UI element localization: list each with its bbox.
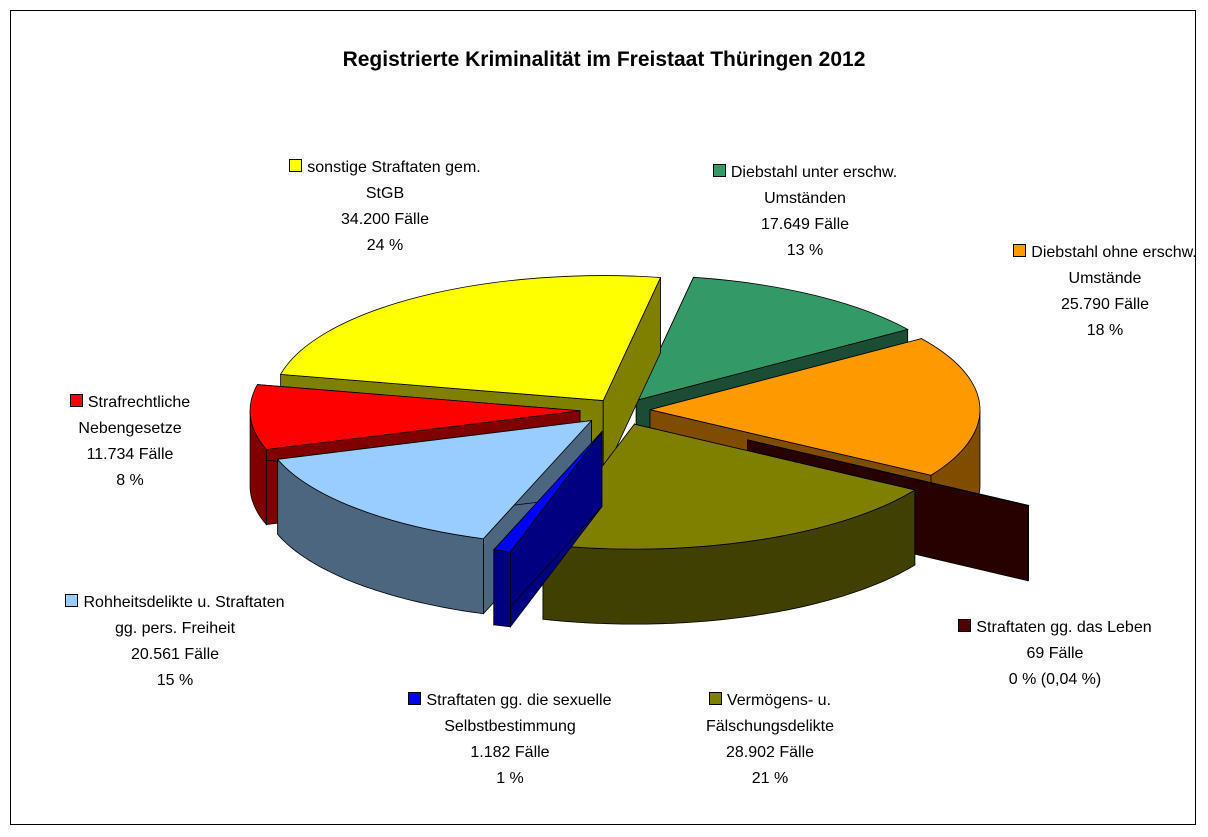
- value-label: 17.649 Fälle: [760, 216, 850, 233]
- legend-entry: Strafrechtliche Nebengesetze: [20, 390, 240, 442]
- data-label: Strafrechtliche Nebengesetze 11.734 Fälle…: [20, 390, 240, 494]
- data-label: Straftaten gg. das Leben 69 Fälle 0 % (0,0…: [940, 615, 1170, 693]
- share-label: 18 %: [1086, 322, 1124, 339]
- slice: [492, 431, 603, 553]
- category-label: Strafrechtliche Nebengesetze: [78, 394, 191, 437]
- legend-entry: Straftaten gg. die sexuelle Selbstbestim…: [395, 688, 625, 740]
- category-label: Straftaten gg. das Leben: [976, 619, 1152, 636]
- share-label: 0 % (0,04 %): [1008, 671, 1102, 688]
- value-label: 25.790 Fälle: [1060, 296, 1150, 313]
- data-label: Vermögens- u. Fälschungsdelikte 28.902 Fä…: [655, 688, 885, 792]
- data-label: Diebstahl unter erschw. Umständen 17.649 …: [690, 160, 920, 264]
- legend-swatch: [712, 164, 726, 177]
- chart-title: Registrierte Kriminalität im Freistaat T…: [342, 48, 866, 71]
- value-label: 28.902 Fälle: [725, 744, 815, 761]
- slice: [279, 275, 662, 401]
- data-label: Rohheitsdelikte u. Straftaten gg. pers. …: [60, 590, 290, 694]
- category-label: Rohheitsdelikte u. Straftaten gg. pers. …: [83, 594, 285, 637]
- slice-wall: [1027, 504, 1029, 582]
- value-label: 11.734 Fälle: [86, 446, 174, 463]
- category-label: sonstige Straftaten gem. StGB: [307, 159, 481, 202]
- legend-entry: Vermögens- u. Fälschungsdelikte: [655, 688, 885, 740]
- slice: [649, 338, 981, 476]
- legend-swatch: [708, 692, 722, 705]
- slice: [542, 423, 916, 550]
- data-label: Diebstahl ohne erschw. Umstände 25.790 Fä…: [985, 240, 1208, 344]
- share-label: 13 %: [786, 242, 824, 259]
- legend-entry: Diebstahl unter erschw. Umständen: [690, 160, 920, 212]
- data-label: Straftaten gg. die sexuelle Selbstbestim…: [395, 688, 625, 792]
- value-label: 1.182 Fälle: [470, 744, 550, 761]
- chart-frame: [10, 10, 1196, 825]
- value-label: 69 Fälle: [1026, 645, 1084, 662]
- category-label: Vermögens- u. Fälschungsdelikte: [705, 692, 835, 735]
- legend-swatch: [289, 159, 303, 172]
- legend-swatch: [69, 394, 83, 407]
- legend-swatch: [65, 594, 79, 607]
- legend-swatch: [1013, 244, 1027, 257]
- slice: [747, 439, 1030, 507]
- category-label: Straftaten gg. die sexuelle Selbstbestim…: [426, 692, 612, 735]
- legend-entry: Diebstahl ohne erschw. Umstände: [985, 240, 1208, 292]
- share-label: 8 %: [116, 472, 144, 489]
- share-label: 24 %: [366, 237, 404, 254]
- slice: [635, 276, 909, 402]
- value-label: 34.200 Fälle: [340, 211, 430, 228]
- slice: [276, 420, 593, 540]
- value-label: 20.561 Fälle: [130, 646, 220, 663]
- legend-swatch: [408, 692, 422, 705]
- data-label: sonstige Straftaten gem. StGB 34.200 Fäll…: [270, 155, 500, 259]
- category-label: Diebstahl ohne erschw. Umstände: [1031, 244, 1197, 287]
- legend-swatch: [958, 619, 972, 632]
- category-label: Diebstahl unter erschw. Umständen: [730, 164, 898, 207]
- slice: [249, 384, 581, 450]
- legend-entry: sonstige Straftaten gem. StGB: [270, 155, 500, 207]
- share-label: 1 %: [496, 770, 524, 787]
- share-label: 15 %: [156, 672, 194, 689]
- share-label: 21 %: [751, 770, 789, 787]
- legend-entry: Rohheitsdelikte u. Straftaten gg. pers. …: [60, 590, 290, 642]
- legend-entry: Straftaten gg. das Leben: [940, 615, 1170, 641]
- slice-wall: [493, 549, 511, 628]
